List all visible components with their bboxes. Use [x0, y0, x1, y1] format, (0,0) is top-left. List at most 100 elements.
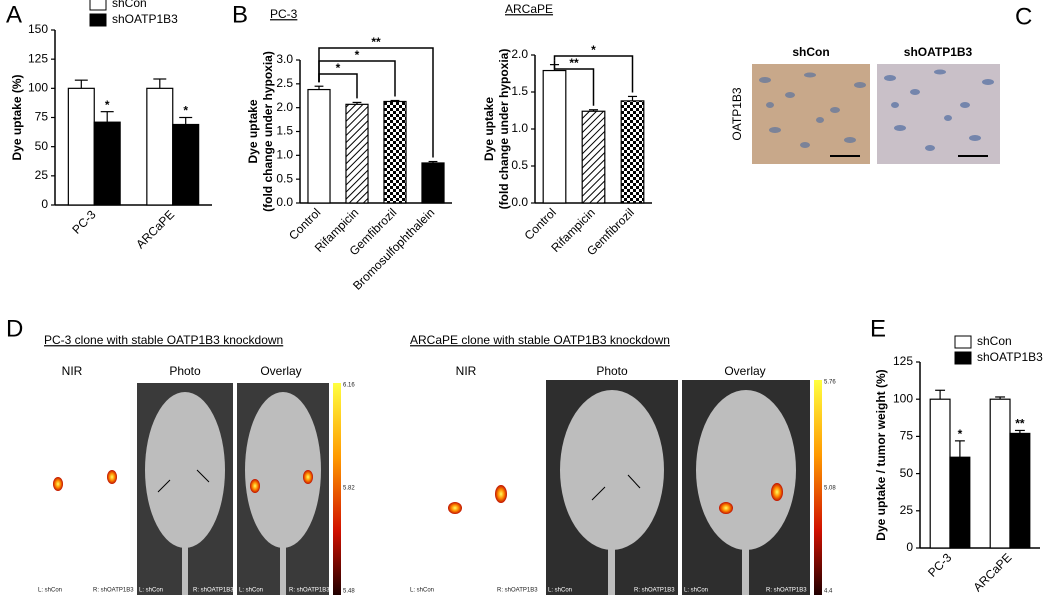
ihc-image: [877, 64, 1000, 164]
y-tick-label: 2.0: [511, 47, 528, 61]
bar: [949, 456, 971, 549]
mouse-overlay: [682, 380, 810, 595]
panel-letter: B: [232, 1, 248, 28]
y-axis-label: Dye uptake / tumor weight (%): [874, 369, 888, 540]
bar: [383, 100, 407, 204]
view-label: NIR: [62, 364, 83, 378]
legend-swatch: [89, 13, 107, 27]
y-axis-label: (fold change under hypoxia): [497, 49, 511, 210]
significance-bracket: [318, 47, 434, 158]
bar: [307, 88, 331, 204]
significance: **: [569, 56, 579, 70]
x-tick-label: Control: [522, 205, 559, 242]
nir-signal: [448, 502, 462, 514]
colorbar: [814, 380, 822, 595]
column-label: shOATP1B3: [904, 45, 973, 59]
nir-signal: [495, 485, 507, 503]
panel-title: ARCaPE clone with stable OATP1B3 knockdo…: [410, 333, 670, 347]
y-tick-label: 0.5: [511, 158, 528, 172]
significance: **: [1015, 417, 1025, 431]
y-tick-label: 50: [900, 466, 914, 480]
colorbar-label: 5.82: [343, 486, 355, 492]
view-label: Photo: [169, 364, 201, 378]
legend-label: shOATP1B3: [112, 12, 178, 26]
view-label: Overlay: [724, 364, 765, 378]
colorbar-label: 5.76: [824, 380, 836, 386]
x-tick-label: Control: [286, 205, 323, 242]
y-tick-label: 150: [28, 22, 48, 36]
y-axis-label: (fold change under hypoxia): [261, 51, 275, 212]
significance: *: [105, 98, 110, 112]
mouse-overlay: [237, 383, 329, 595]
bar: [93, 121, 121, 206]
y-tick-label: 1.5: [276, 124, 293, 138]
y-tick-label: 25: [35, 168, 49, 182]
side-label: R: shOATP1B3: [766, 588, 807, 594]
legend-label: shCon: [112, 0, 147, 10]
significance: *: [958, 427, 963, 441]
x-tick-label: ARCaPE: [971, 550, 1015, 594]
x-tick-label: PC-3: [925, 550, 954, 579]
y-tick-label: 1.0: [276, 148, 293, 162]
significance: *: [336, 61, 341, 75]
y-tick-label: 0: [41, 197, 48, 211]
y-tick-label: 50: [35, 139, 49, 153]
side-label: R: shOATP1B3: [289, 588, 330, 594]
y-tick-label: 2.5: [276, 76, 293, 90]
side-label: L: shCon: [410, 588, 434, 594]
y-tick-label: 75: [35, 110, 49, 124]
side-label: L: shCon: [139, 588, 163, 594]
y-tick-label: 100: [893, 391, 913, 405]
panel-letter: A: [6, 1, 22, 28]
side-label: R: shOATP1B3: [497, 588, 538, 594]
y-tick-label: 25: [900, 503, 914, 517]
side-label: L: shCon: [684, 588, 708, 594]
significance: *: [355, 48, 360, 62]
panel-letter: C: [1015, 3, 1032, 30]
y-tick-label: 0.0: [511, 195, 528, 209]
ihc-image: [752, 64, 870, 164]
nir-signal: [53, 477, 63, 491]
legend-swatch: [954, 335, 972, 349]
side-label: L: shCon: [548, 588, 572, 594]
view-label: Photo: [596, 364, 628, 378]
nir-signal: [107, 470, 117, 484]
y-tick-label: 3.0: [276, 52, 293, 66]
colorbar-label: 5.08: [824, 486, 836, 492]
side-label: R: shOATP1B3: [93, 588, 134, 594]
bar: [542, 69, 567, 204]
x-tick-label: ARCaPE: [133, 207, 177, 251]
legend-swatch: [954, 351, 972, 365]
panel-letter: E: [870, 315, 886, 342]
significance-bracket: [553, 60, 595, 106]
view-label: NIR: [456, 364, 477, 378]
bar: [620, 100, 645, 204]
bar: [989, 398, 1011, 549]
side-label: R: shOATP1B3: [634, 588, 675, 594]
chart-title: PC-3: [270, 7, 298, 21]
bar: [581, 110, 606, 204]
bar: [146, 87, 174, 206]
colorbar-label: 6.16: [343, 383, 355, 389]
bar: [345, 103, 369, 204]
bar: [1009, 432, 1031, 549]
colorbar-label: 5.48: [343, 589, 355, 595]
y-tick-label: 0.5: [276, 171, 293, 185]
y-tick-label: 100: [28, 81, 48, 95]
x-tick-label: PC-3: [69, 207, 98, 236]
bar: [929, 398, 951, 549]
y-tick-label: 0.0: [276, 195, 293, 209]
y-tick-label: 0: [906, 540, 913, 554]
bar: [67, 87, 95, 206]
side-label: L: shCon: [38, 588, 62, 594]
chart-title: ARCaPE: [505, 2, 553, 16]
bar: [172, 123, 200, 206]
bar: [421, 162, 445, 204]
y-axis-label: Dye uptake: [246, 99, 260, 163]
colorbar: [333, 383, 341, 595]
colorbar-label: 4.4: [824, 589, 833, 595]
y-axis-label: Dye uptake: [482, 97, 496, 161]
y-tick-label: 2.0: [276, 100, 293, 114]
